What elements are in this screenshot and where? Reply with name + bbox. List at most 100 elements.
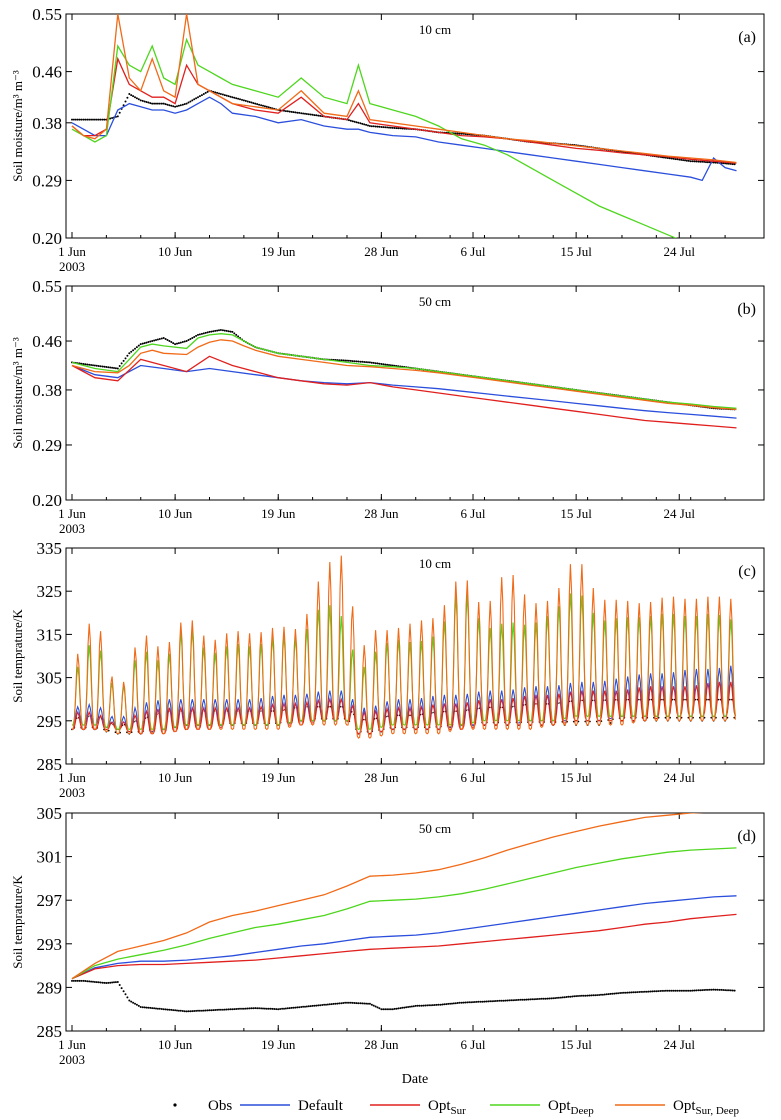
series-obs-point	[582, 994, 585, 997]
series-obs-point	[317, 1004, 320, 1007]
series-obs-point	[590, 994, 593, 997]
series-obs-point	[219, 1008, 222, 1011]
series-obs-point	[542, 997, 545, 1000]
y-tick-label: 0.55	[32, 277, 62, 296]
series-obs-point	[158, 338, 161, 340]
series-obs-point	[296, 1006, 299, 1009]
series-obs-point	[170, 341, 173, 343]
series-obs-point	[342, 359, 345, 362]
series-obs-point	[189, 338, 192, 340]
series-obs-point	[147, 341, 150, 343]
series-obs-point	[204, 1009, 207, 1012]
series-obs-point	[181, 1010, 184, 1012]
legend-item: OptSur, Deep	[615, 1098, 740, 1117]
series-obs-point	[510, 999, 513, 1002]
series-obs-point	[708, 988, 711, 991]
x-tick-label: 6 Jul	[461, 770, 486, 785]
legend-item: OptDeep	[490, 1098, 594, 1117]
series-obs-point	[533, 998, 536, 1001]
series-obs-point	[368, 125, 371, 127]
series-obs-point	[99, 365, 102, 368]
series-obs-point	[701, 989, 704, 992]
series-obs-point	[176, 342, 178, 345]
series-obs-point	[699, 989, 702, 992]
series-obs-point	[72, 979, 75, 982]
series-obs-point	[353, 120, 356, 123]
series-obs-point	[504, 999, 507, 1002]
series-obs-point	[160, 1008, 163, 1010]
series-obs-point	[357, 121, 360, 124]
series-obs-point	[292, 1006, 295, 1009]
series-obs-point	[162, 1008, 165, 1011]
series-obs-point	[88, 118, 91, 121]
series-obs-point	[231, 330, 234, 333]
series-obs-point	[705, 988, 707, 991]
series-obs-point	[72, 118, 75, 121]
series-obs-point	[229, 1008, 232, 1011]
series-obs-point	[460, 1001, 463, 1004]
series-obs-point	[449, 1002, 452, 1005]
series-obs-point	[638, 991, 641, 993]
series-obs-point	[193, 1010, 196, 1012]
series-obs-point	[229, 95, 232, 98]
series-obs-point	[634, 991, 637, 994]
series-obs-point	[122, 104, 125, 107]
y-tick-label: 0.29	[32, 171, 62, 190]
series-obs-point	[703, 160, 706, 163]
series-obs-point	[260, 104, 263, 107]
series-obs-point	[183, 1010, 186, 1013]
series-obs-point	[731, 989, 734, 992]
series-obs-point	[563, 996, 566, 999]
series-obs-point	[158, 102, 161, 105]
series-obs-point	[441, 1003, 444, 1006]
series-obs-point	[114, 981, 117, 984]
series-obs-point	[111, 117, 114, 119]
series-obs-point	[600, 993, 602, 996]
x-tick-year: 2003	[59, 1052, 85, 1067]
series-obs-point	[664, 989, 667, 992]
series-obs-point	[174, 1009, 177, 1012]
series-obs-point	[93, 981, 96, 983]
y-tick-label: 301	[37, 848, 63, 867]
series-obs-point	[571, 995, 574, 998]
series-obs-point	[640, 990, 643, 993]
series-obs-point	[231, 1008, 234, 1011]
series-obs-point	[710, 988, 713, 991]
series-obs-point	[168, 1008, 171, 1011]
series-obs-point	[149, 102, 152, 105]
series-obs-point	[221, 93, 224, 96]
legend-label: Obs	[208, 1098, 232, 1114]
series-obs-point	[351, 120, 354, 123]
series-obs-point	[166, 1008, 169, 1011]
series-obs-point	[176, 105, 178, 108]
series-obs-point	[151, 340, 154, 342]
series-obs-point	[403, 1006, 406, 1009]
series-obs-point	[357, 1002, 360, 1005]
series-group	[71, 813, 737, 1013]
series-obs-point	[647, 990, 650, 993]
x-tick-label: 24 Jul	[664, 244, 696, 259]
series-obs-point	[726, 162, 728, 165]
series-obs-point	[693, 160, 696, 163]
series-obs-point	[113, 981, 115, 984]
series-obs-point	[514, 999, 516, 1002]
series-obs-point	[195, 334, 198, 337]
series-obs-point	[349, 1001, 352, 1004]
series-obs-point	[706, 161, 709, 164]
series-default	[71, 895, 737, 980]
series-obs-point	[384, 1008, 387, 1011]
series-obs-point	[134, 347, 136, 350]
legend-label: OptSur	[428, 1098, 466, 1117]
series-obs-point	[244, 99, 247, 102]
series-obs-point	[177, 1009, 180, 1012]
series-obs-point	[202, 332, 205, 335]
series-obs-point	[189, 100, 192, 103]
series-obs-point	[395, 127, 398, 130]
series-obs-point	[219, 93, 222, 95]
series-obs-point	[714, 161, 717, 164]
series-obs-point	[706, 988, 709, 991]
x-tick-year: 2003	[59, 521, 85, 536]
